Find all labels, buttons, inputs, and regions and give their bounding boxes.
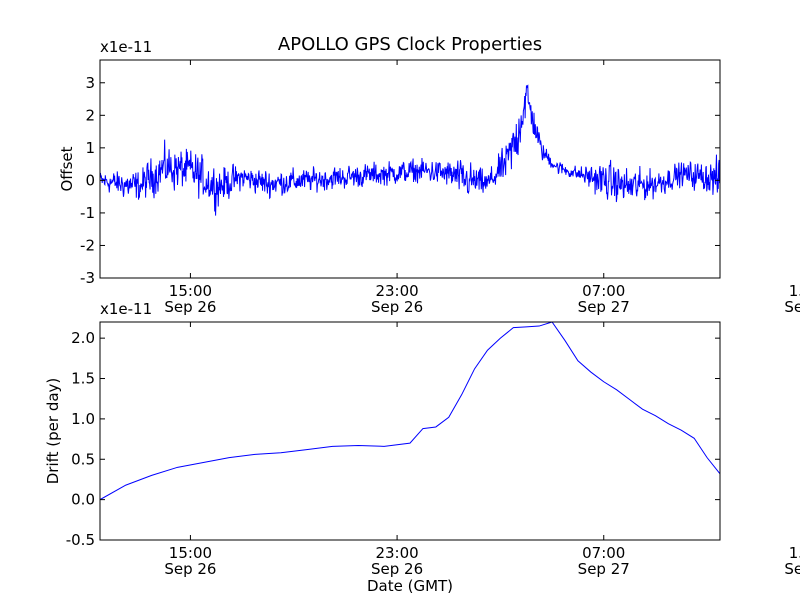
x-tick-time: 07:00: [582, 544, 625, 562]
x-tick-date: Sep 26: [164, 560, 216, 578]
y-tick-label: 1.5: [71, 370, 95, 388]
y-tick-label: -0.5: [66, 531, 95, 549]
drift-x-label: Date (GMT): [367, 577, 453, 595]
x-tick-time: 15:00: [789, 282, 800, 300]
y-tick-label: 0: [85, 171, 95, 189]
offset-series: [100, 84, 720, 216]
drift-y-label: Drift (per day): [44, 378, 62, 485]
offset-line: [100, 84, 720, 216]
chart-title: APOLLO GPS Clock Properties: [278, 34, 542, 55]
x-tick-date: Sep 27: [578, 560, 630, 578]
y-tick-label: 0.5: [71, 450, 95, 468]
y-tick-label: -3: [80, 269, 95, 287]
y-tick-label: 1.0: [71, 410, 95, 428]
drift-multiplier: x1e-11: [100, 300, 152, 318]
offset-y-ticks: -3 -2 -1 0 1 2 3: [80, 74, 720, 287]
offset-plot-frame: [99, 59, 721, 279]
x-tick-date: Sep 26: [371, 298, 423, 316]
x-tick-time: 07:00: [582, 282, 625, 300]
y-tick-label: 0.0: [71, 491, 95, 509]
x-tick-time: 15:00: [789, 544, 800, 562]
x-tick-date: Sep 27: [784, 298, 800, 316]
x-tick-time: 23:00: [375, 544, 418, 562]
offset-y-label: Offset: [58, 146, 76, 191]
x-tick-date: Sep 27: [784, 560, 800, 578]
x-tick-date: Sep 26: [371, 560, 423, 578]
x-tick-date: Sep 27: [578, 298, 630, 316]
x-tick-date: Sep 26: [164, 298, 216, 316]
y-tick-label: 2.0: [71, 329, 95, 347]
y-tick-label: 1: [85, 139, 95, 157]
y-tick-label: 2: [85, 106, 95, 124]
x-tick-time: 15:00: [169, 282, 212, 300]
drift-plot-frame: [99, 321, 721, 541]
x-tick-time: 15:00: [169, 544, 212, 562]
x-tick-time: 23:00: [375, 282, 418, 300]
y-tick-label: -1: [80, 204, 95, 222]
y-tick-label: 3: [85, 74, 95, 92]
y-tick-label: -2: [80, 236, 95, 254]
drift-line: [100, 322, 720, 501]
drift-series: [100, 322, 720, 501]
drift-y-ticks: -0.5 0.0 0.5 1.0 1.5 2.0: [66, 329, 720, 549]
offset-multiplier: x1e-11: [100, 38, 152, 56]
